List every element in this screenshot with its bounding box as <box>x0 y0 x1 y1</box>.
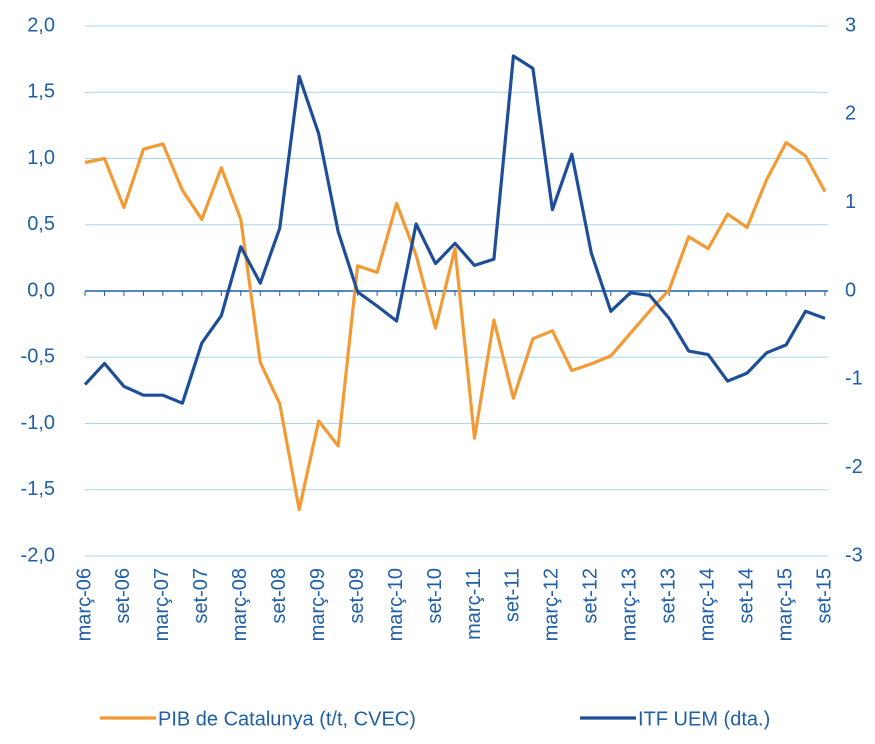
legend-label: ITF UEM (dta.) <box>638 708 770 730</box>
x-tick-label: març-15 <box>774 568 796 641</box>
y2-tick-label: 3 <box>845 14 856 36</box>
x-tick-label: març-13 <box>619 568 641 641</box>
x-tick-label: set-09 <box>346 568 368 624</box>
y-tick-label: 2,0 <box>27 14 55 36</box>
series-line <box>84 141 827 512</box>
y-tick-label: 0,5 <box>27 213 55 235</box>
x-tick-label: març-07 <box>151 568 173 641</box>
y-tick-label: 1,0 <box>27 147 55 169</box>
x-tick-label: set-08 <box>268 568 290 624</box>
y2-tick-label: -3 <box>845 544 863 566</box>
legend-label: PIB de Catalunya (t/t, CVEC) <box>158 708 416 730</box>
x-tick-label: set-10 <box>424 568 446 624</box>
x-tick-label: març-12 <box>541 568 563 641</box>
x-tick-label: set-13 <box>657 568 679 624</box>
x-tick-label: març-10 <box>385 568 407 641</box>
y2-tick-label: -2 <box>845 456 863 478</box>
y-tick-label: 0,0 <box>27 279 55 301</box>
x-tick-label: set-15 <box>813 568 835 624</box>
x-tick-label: març-11 <box>463 568 485 640</box>
y-tick-label: -2,0 <box>21 544 55 566</box>
x-tick-label: març-09 <box>307 568 329 641</box>
x-tick-label: set-12 <box>580 568 602 624</box>
x-tick-label: març-06 <box>73 568 95 641</box>
x-tick-label: març-14 <box>696 568 718 641</box>
y2-tick-label: 0 <box>845 279 856 301</box>
x-tick-label: set-07 <box>190 568 212 624</box>
series-line <box>83 54 826 405</box>
y-tick-label: -1,5 <box>21 478 55 500</box>
x-tick-label: set-11 <box>502 568 524 622</box>
y2-tick-label: 2 <box>845 103 856 125</box>
y-tick-label: 1,5 <box>27 81 55 103</box>
y-tick-label: -0,5 <box>21 346 55 368</box>
x-tick-label: set-14 <box>735 568 757 624</box>
y2-tick-label: -1 <box>845 368 863 390</box>
x-tick-label: set-06 <box>112 568 134 624</box>
x-tick-label: març-08 <box>229 568 251 641</box>
y-tick-label: -1,0 <box>21 412 55 434</box>
y2-tick-label: 1 <box>845 191 856 213</box>
